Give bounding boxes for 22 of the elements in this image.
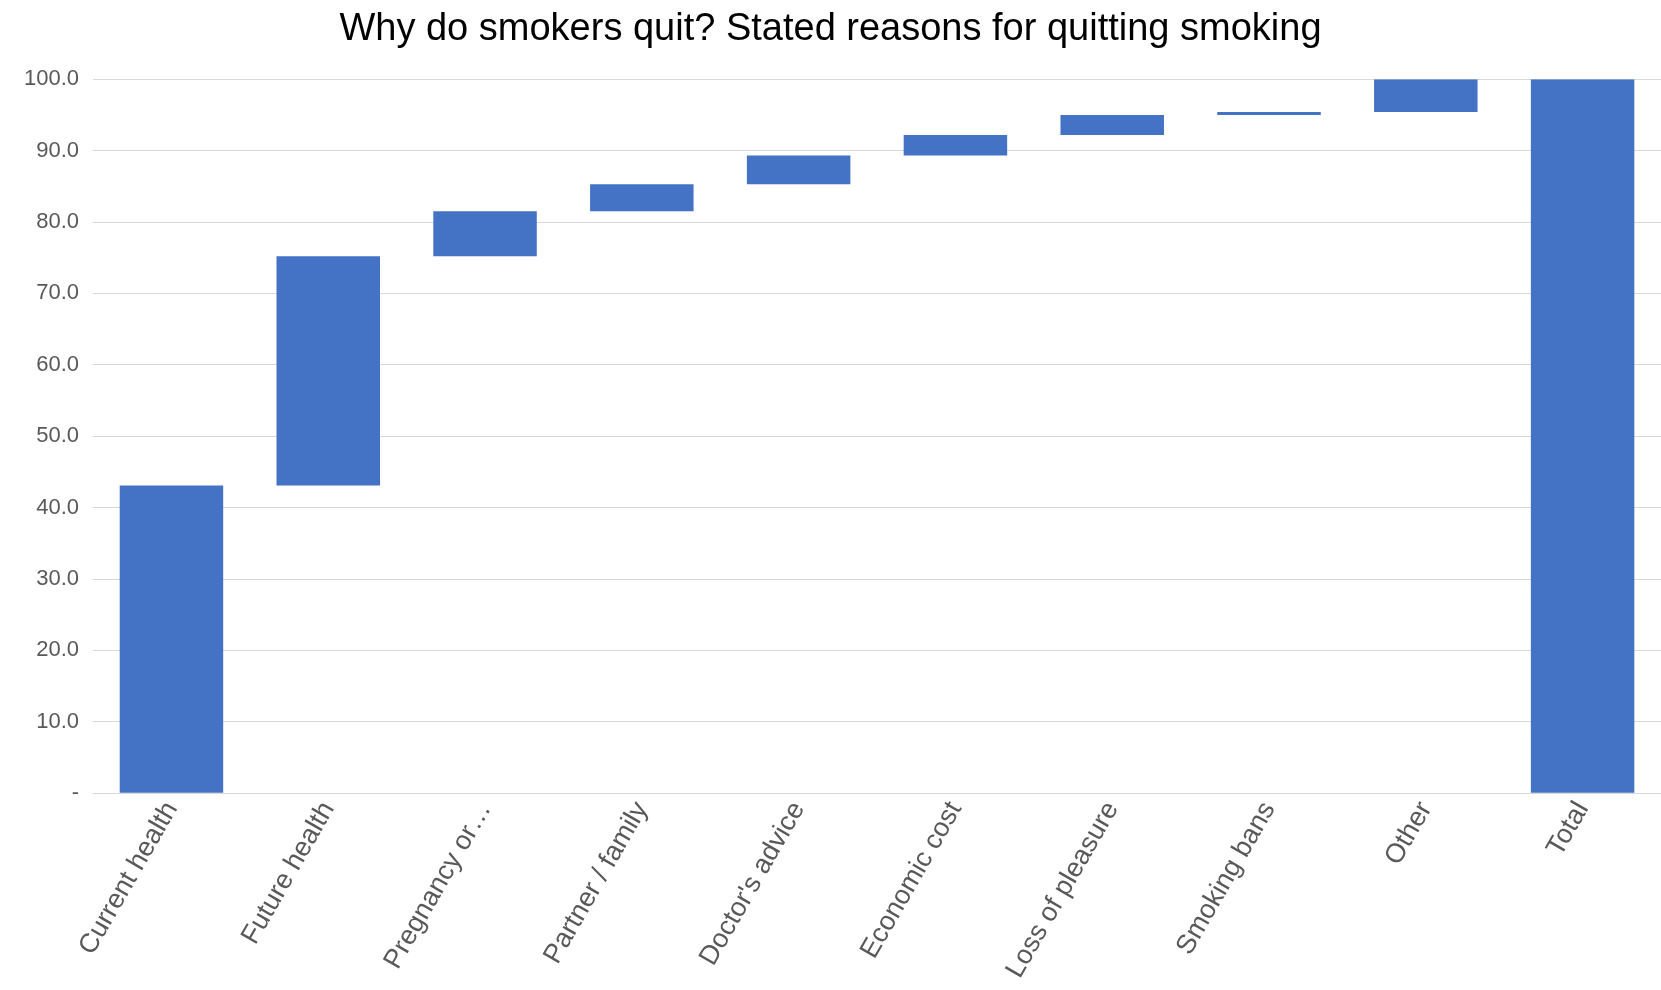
bar [1374,79,1478,113]
y-tick-label: 70.0 [36,279,80,305]
y-tick-label: - [71,779,80,805]
bar [119,485,224,793]
bar [746,155,851,185]
y-tick-label: 20.0 [36,636,80,662]
bar [903,134,1008,156]
y-tick-label: 100.0 [23,65,80,91]
chart-title: Why do smokers quit? Stated reasons for quitting smoking [338,5,1323,50]
y-tick-label: 50.0 [36,422,80,448]
bar [1217,112,1321,115]
y-tick-label: 90.0 [36,136,80,162]
bar [433,211,537,257]
bar [276,256,380,486]
bar [1060,114,1164,135]
y-tick-label: 60.0 [36,350,80,376]
y-tick-label: 80.0 [36,208,80,234]
bar [590,184,694,212]
bar [1530,79,1635,793]
y-tick-label: 40.0 [36,493,80,519]
y-tick-label: 10.0 [36,707,80,733]
y-tick-label: 30.0 [36,565,80,591]
